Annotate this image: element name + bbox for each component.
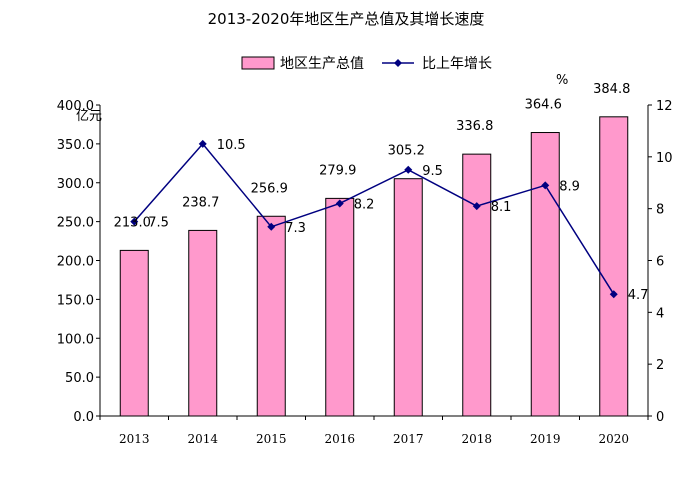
legend-label-growth: 比上年增长 <box>422 56 492 72</box>
bar-series <box>119 116 629 417</box>
axes: 0.0 50.0 100.0 150.0 200.0 250.0 300.0 350.0 400… <box>57 73 673 446</box>
bar-value-label: 305.2 <box>388 144 425 159</box>
growth-point-2019 <box>541 181 550 190</box>
x-tick-label: 2019 <box>530 432 561 446</box>
y-right-axis-label: % <box>556 73 568 88</box>
legend-label-gdp: 地区生产总值 <box>280 56 364 72</box>
x-tick-label: 2013 <box>119 432 150 446</box>
growth-value-label: 8.2 <box>354 197 375 212</box>
x-tick-label: 2015 <box>256 432 287 446</box>
bar-value-label: 256.9 <box>251 181 288 196</box>
growth-point-2020 <box>609 290 618 299</box>
bar-2018 <box>462 153 492 417</box>
growth-point-2013 <box>130 217 139 226</box>
growth-point-2016 <box>335 199 344 208</box>
y-left-tick-label: 300.0 <box>57 177 94 192</box>
growth-line <box>133 142 615 295</box>
bar-2014 <box>188 229 218 417</box>
bar-value-label: 384.8 <box>593 82 630 97</box>
y-right-tick-label: 12 <box>656 99 673 114</box>
bar-2015 <box>256 215 286 417</box>
growth-value-label: 7.3 <box>285 221 306 236</box>
y-left-tick-label: 150.0 <box>57 293 94 308</box>
growth-point-2017 <box>404 165 413 174</box>
legend-swatch-gdp <box>241 56 275 70</box>
growth-point-2015 <box>267 222 276 231</box>
bar-2013 <box>119 249 149 417</box>
y-left-tick-label: 0.0 <box>73 410 94 425</box>
growth-value-label: 7.5 <box>148 216 169 231</box>
y-right-tick-label: 10 <box>656 151 673 166</box>
growth-value-label: 4.7 <box>628 288 649 303</box>
bar-value-label: 213.0 <box>114 215 151 230</box>
x-tick-label: 2014 <box>187 432 218 446</box>
x-tick-label: 2020 <box>598 432 629 446</box>
growth-value-label: 8.9 <box>559 179 580 194</box>
growth-value-label: 9.5 <box>422 164 443 179</box>
data-labels: 213.0 238.7 256.9 279.9 305.2 336.8 364.6 384.8… <box>114 82 649 303</box>
bar-value-label: 279.9 <box>319 163 356 178</box>
growth-value-label: 8.1 <box>491 200 512 215</box>
growth-line-series <box>130 139 618 299</box>
bar-value-label: 336.8 <box>456 119 493 134</box>
y-left-tick-label: 200.0 <box>57 255 94 270</box>
bar-2020 <box>599 116 629 417</box>
y-right-tick-label: 4 <box>656 306 664 321</box>
x-tick-label: 2018 <box>461 432 492 446</box>
y-right-tick-label: 0 <box>656 410 664 425</box>
y-right-tick-label: 2 <box>656 358 664 373</box>
y-left-tick-label: 350.0 <box>57 138 94 153</box>
x-tick-label: 2017 <box>393 432 424 446</box>
chart-title: 2013-2020年地区生产总值及其增长速度 <box>207 10 485 28</box>
legend-marker-growth <box>394 59 402 67</box>
y-left-axis-label: 亿元 <box>76 109 102 124</box>
legend: 地区生产总值 比上年增长 <box>241 56 492 72</box>
growth-value-label: 10.5 <box>217 138 246 153</box>
bar-value-label: 364.6 <box>525 98 562 113</box>
x-tick-label: 2016 <box>324 432 355 446</box>
growth-point-2014 <box>198 139 207 148</box>
y-right-tick-label: 6 <box>656 255 664 270</box>
bar-2017 <box>393 178 423 417</box>
bar-value-label: 238.7 <box>182 195 219 210</box>
y-left-tick-label: 50.0 <box>65 371 94 386</box>
growth-point-2018 <box>472 202 481 211</box>
y-left-tick-label: 250.0 <box>57 216 94 231</box>
y-right-tick-label: 8 <box>656 203 664 218</box>
y-left-tick-label: 400.0 <box>57 99 94 114</box>
bar-2019 <box>530 132 560 417</box>
bar-2016 <box>325 197 355 417</box>
y-left-tick-label: 100.0 <box>57 332 94 347</box>
